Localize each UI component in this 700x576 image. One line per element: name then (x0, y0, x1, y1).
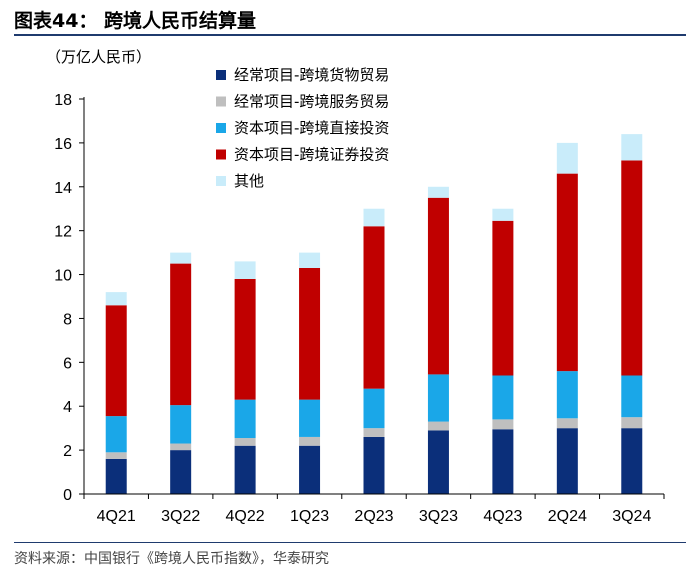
x-tick-label: 2Q24 (548, 508, 587, 525)
bar-segment-series-4 (556, 173, 578, 372)
bar-segment-series-3 (170, 405, 192, 444)
stacked-bar-chart: 0 2 4 6 8 10 12 14 16 18 4Q21 3Q22 4Q22 1Q23 2Q23 3Q23… (54, 66, 665, 525)
legend-swatch (216, 123, 226, 133)
chart-title: 图表44： 跨境人民币结算量 (14, 10, 257, 32)
bars (105, 134, 643, 494)
y-tick-label: 16 (54, 136, 72, 153)
x-tick-label: 2Q23 (354, 508, 393, 525)
bar-segment-series-2 (427, 421, 449, 431)
source-note: 资料来源：中国银行《跨境人民币指数》，华泰研究 (14, 551, 329, 567)
legend-label: 经常项目-跨境货物贸易 (234, 66, 389, 84)
x-tick-label: 3Q23 (419, 508, 458, 525)
bar-segment-series-2 (492, 419, 514, 430)
bar-segment-series-1 (492, 429, 514, 494)
bar-segment-series-2 (234, 438, 256, 446)
bar-segment-series-4 (363, 226, 385, 389)
bar-segment-series-5 (170, 252, 192, 264)
bar-segment-series-5 (299, 252, 321, 268)
y-tick-label: 18 (54, 92, 72, 109)
bar-segment-series-1 (621, 428, 643, 494)
bar-segment-series-5 (621, 134, 643, 161)
bar-segment-series-3 (299, 399, 321, 437)
legend-label: 资本项目-跨境直接投资 (234, 119, 389, 137)
bar-segment-series-5 (556, 142, 578, 174)
bar-segment-series-4 (427, 197, 449, 375)
bar-segment-series-3 (427, 374, 449, 422)
legend-swatch (216, 149, 226, 160)
bar-segment-series-2 (556, 418, 578, 429)
y-axis: 0 2 4 6 8 10 12 14 16 18 (54, 92, 85, 504)
legend-swatch (216, 70, 226, 80)
y-tick-label: 4 (63, 399, 72, 416)
legend-label: 资本项目-跨境证券投资 (234, 146, 389, 164)
y-tick-label: 12 (54, 224, 72, 241)
bar-segment-series-3 (105, 416, 127, 453)
bar-segment-series-2 (363, 428, 385, 437)
bar-segment-series-1 (427, 430, 449, 494)
y-tick-label: 6 (63, 355, 72, 372)
bar-segment-series-1 (299, 445, 321, 494)
bar-segment-series-4 (621, 160, 643, 376)
x-axis: 4Q21 3Q22 4Q22 1Q23 2Q23 3Q23 4Q23 2Q24 3Q24 (83, 493, 665, 525)
bar-segment-series-4 (105, 305, 127, 417)
bar-segment-series-1 (105, 458, 127, 494)
y-tick-label: 14 (54, 180, 72, 197)
title-divider (14, 34, 686, 36)
y-tick-label: 8 (63, 311, 72, 328)
legend: 经常项目-跨境货物贸易经常项目-跨境服务贸易资本项目-跨境直接投资资本项目-跨境… (216, 66, 389, 190)
bar-segment-series-3 (234, 399, 256, 439)
bar-segment-series-4 (234, 278, 256, 400)
y-tick-label: 0 (63, 487, 72, 504)
bar-segment-series-1 (234, 445, 256, 494)
bar-segment-series-1 (556, 428, 578, 494)
x-tick-label: 3Q24 (612, 508, 651, 525)
bar-segment-series-2 (621, 417, 643, 429)
legend-label: 其他 (234, 172, 264, 190)
bar-segment-series-4 (170, 263, 192, 406)
bar-segment-series-5 (427, 186, 449, 198)
bar-segment-series-4 (299, 267, 321, 400)
x-tick-label: 4Q22 (226, 508, 265, 525)
bar-segment-series-5 (363, 208, 385, 227)
y-tick-label: 2 (63, 443, 72, 460)
bar-segment-series-4 (492, 220, 514, 376)
bar-segment-series-3 (556, 371, 578, 419)
bar-segment-series-3 (363, 388, 385, 429)
legend-swatch (216, 176, 226, 186)
bar-segment-series-1 (170, 450, 192, 494)
x-tick-label: 4Q23 (483, 508, 522, 525)
bar-segment-series-5 (234, 261, 256, 279)
bar-segment-series-3 (621, 375, 643, 418)
legend-label: 经常项目-跨境服务贸易 (234, 93, 389, 111)
bar-segment-series-1 (363, 436, 385, 494)
legend-swatch (216, 96, 226, 107)
x-tick-label: 3Q22 (161, 508, 200, 525)
bar-segment-series-5 (492, 208, 514, 221)
bar-segment-series-2 (170, 443, 192, 451)
title-bar: 图表44： 跨境人民币结算量 (0, 0, 700, 36)
x-tick-label: 4Q21 (97, 508, 136, 525)
bar-segment-series-2 (105, 452, 127, 459)
bar-segment-series-2 (299, 436, 321, 446)
x-tick-label: 1Q23 (290, 508, 329, 525)
source-divider (14, 542, 686, 543)
bar-segment-series-3 (492, 375, 514, 420)
bar-segment-series-5 (105, 292, 127, 306)
y-axis-unit-label: （万亿人民币） (46, 48, 152, 66)
y-tick-label: 10 (54, 268, 72, 285)
